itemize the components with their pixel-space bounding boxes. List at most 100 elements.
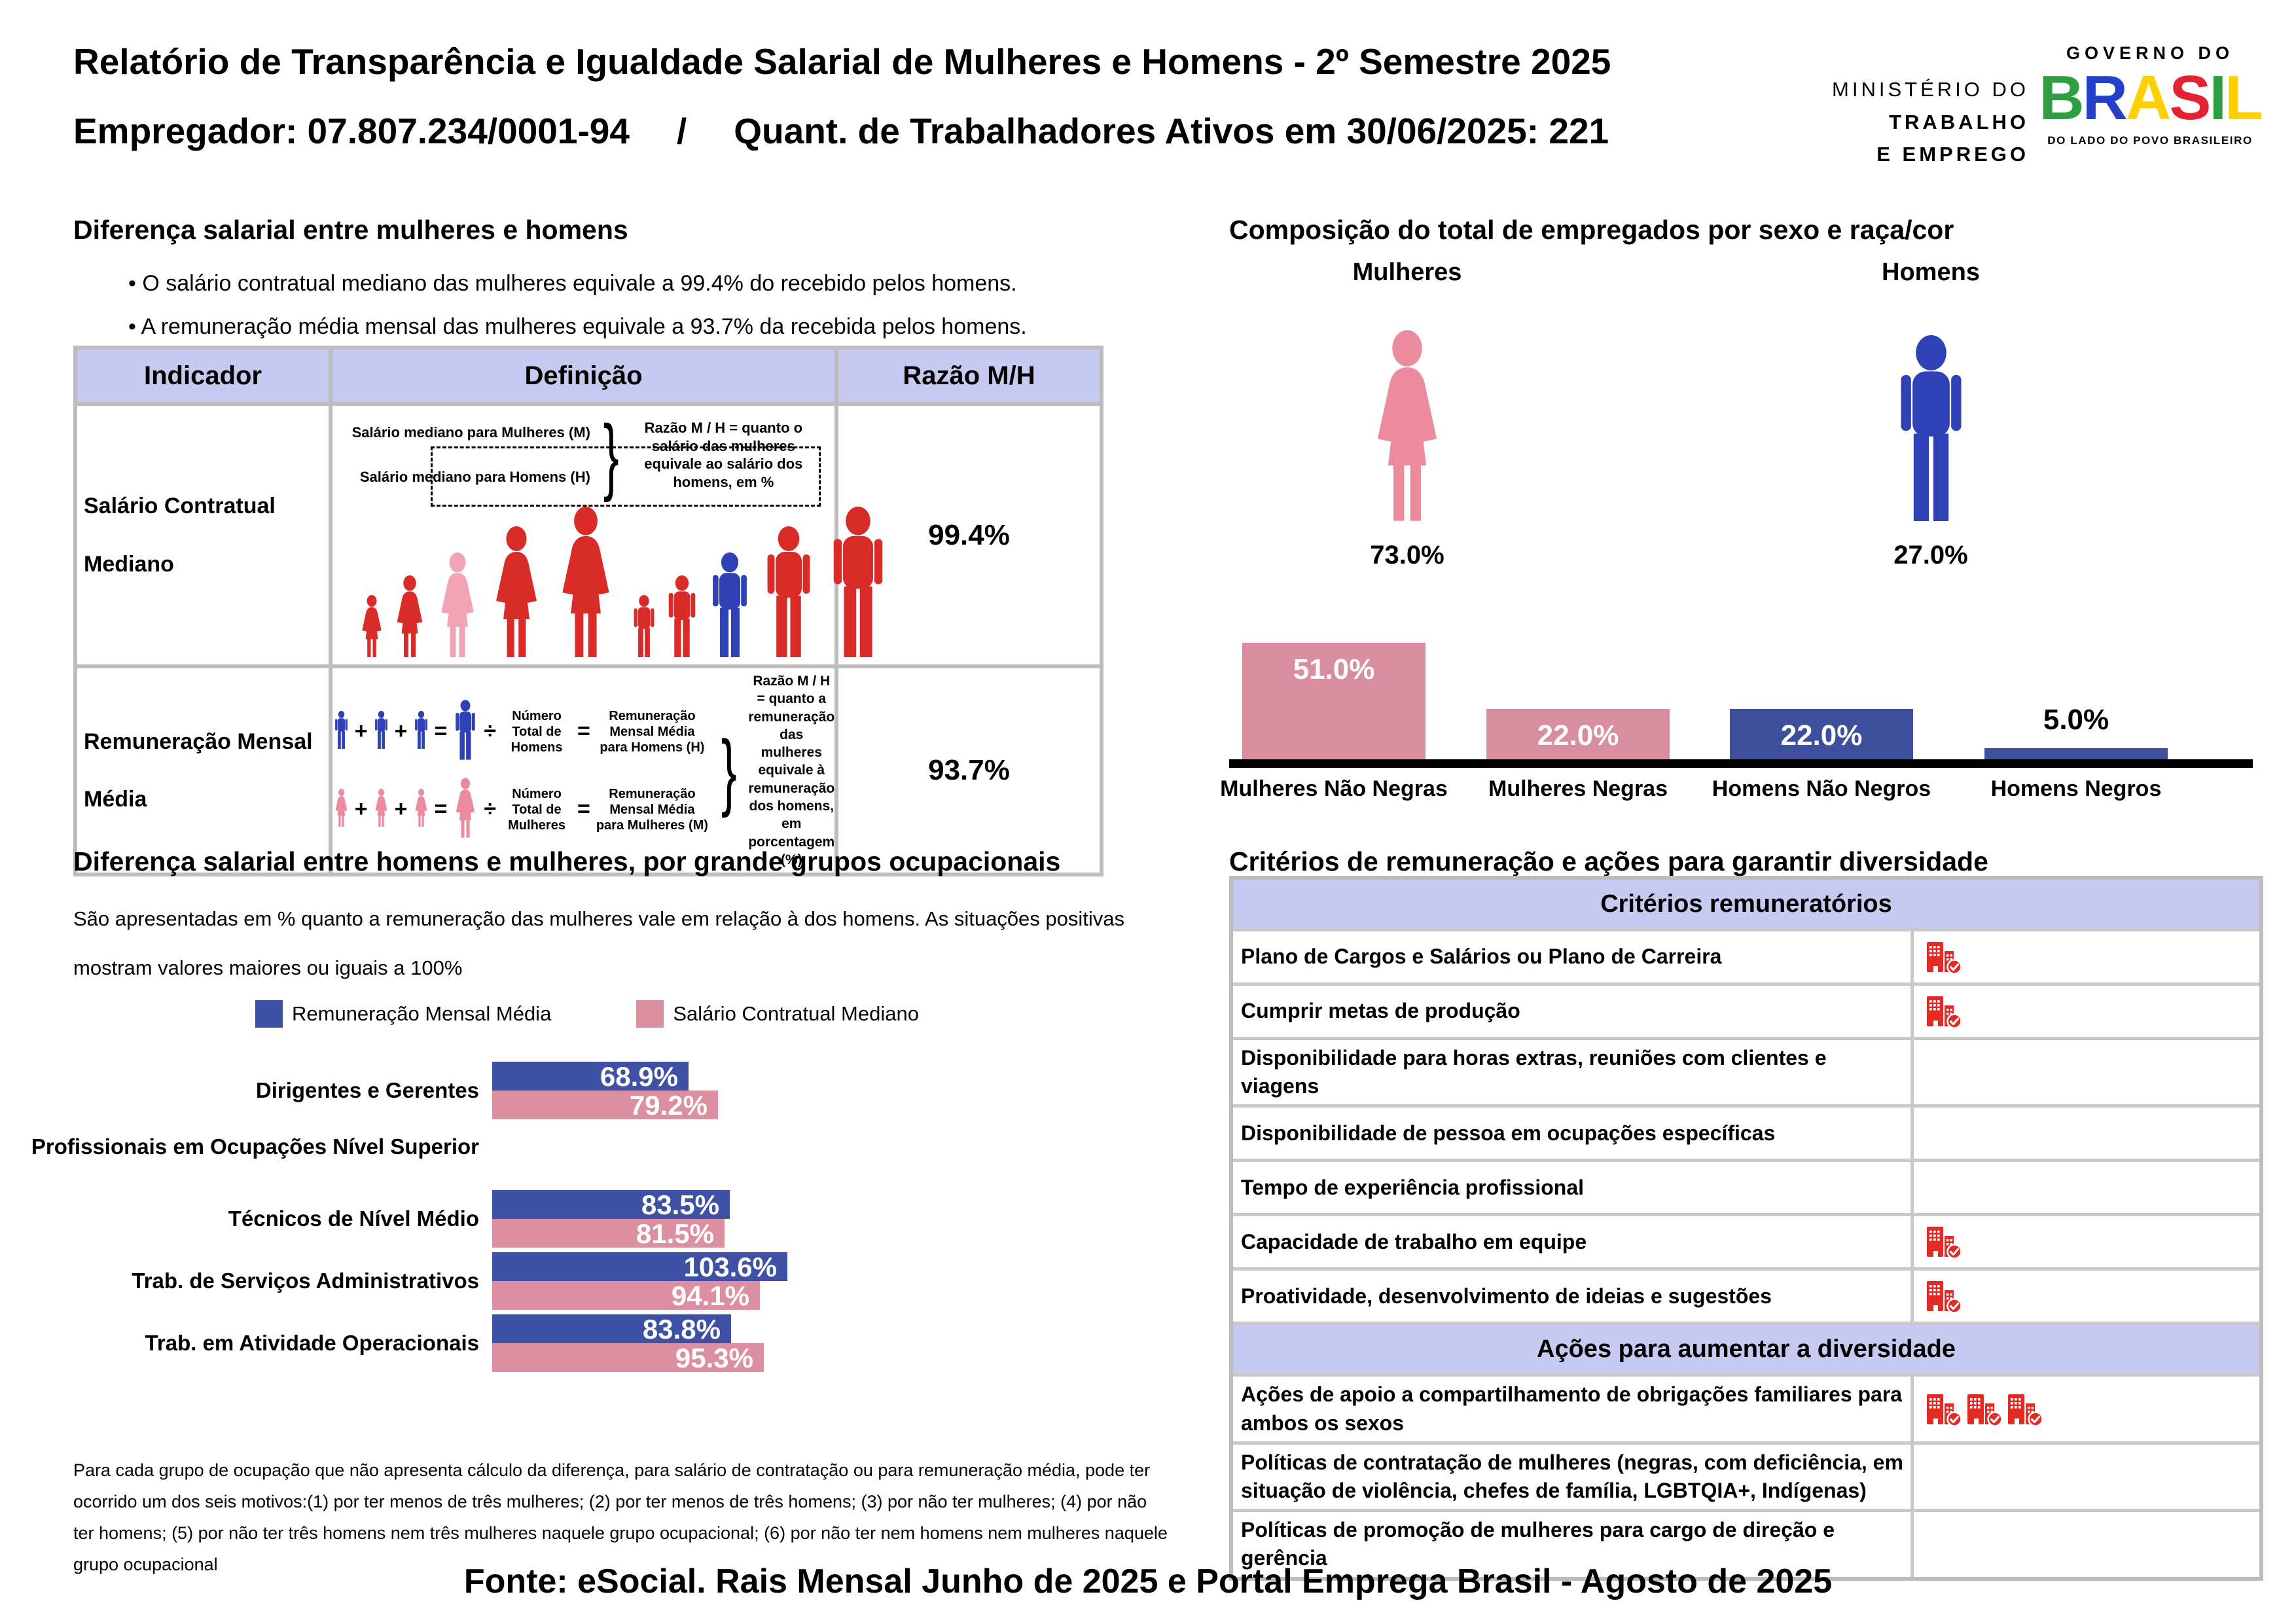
employer-id: Empregador: 07.807.234/0001-94: [73, 111, 630, 151]
subtitle-line: mostram valores maiores ou iguais a 100%: [73, 956, 463, 979]
formula-line: + + = ÷ Número Total de Mulheres = Remuneração…: [332, 778, 709, 841]
subtitle-line: São apresentadas em % quanto a remuneraç…: [73, 907, 1125, 930]
bar-value-label: 81.5%: [636, 1218, 714, 1249]
brasil-letter: R: [2082, 63, 2128, 133]
bar: 51.0%: [1242, 643, 1426, 759]
bar-category-label: Trab. em Atividade Operacionais: [145, 1331, 479, 1355]
brasil-letter: S: [2169, 63, 2211, 133]
footnote-line: ter homens; (5) por não ter três homens …: [73, 1523, 1168, 1543]
criteria-check-cell: [1914, 1040, 2259, 1104]
brasil-letter: A: [2125, 63, 2171, 133]
median-men-label: Salário mediano para Homens (H): [359, 469, 590, 485]
pictogram-label: Mulheres: [1352, 259, 1462, 286]
female-figure-icon: [335, 789, 348, 827]
person-figure: [823, 507, 893, 660]
result-label: Remuneração Mensal Média para Mulheres (…: [596, 786, 708, 833]
criteria-check-cell: [1914, 1271, 2259, 1322]
bar-value-label: 79.2%: [629, 1090, 708, 1121]
female-figure-icon: [1377, 330, 1437, 521]
female-figure-icon: [362, 595, 382, 657]
bar: 22.0%: [1730, 709, 1913, 759]
bar-value-label: 51.0%: [1293, 653, 1375, 685]
criteria-group-header: Ações para aumentar a diversidade: [1233, 1325, 2259, 1377]
ministry-line: TRABALHO: [1889, 110, 2029, 134]
male-figure-icon: [374, 711, 387, 749]
formula-rows: + + = ÷ Número Total de Homens = Remuneração M…: [332, 700, 709, 841]
equals-sign: =: [577, 797, 590, 822]
male-figure-icon: [634, 595, 655, 657]
criteria-label: Políticas de contratação de mulheres (ne…: [1233, 1444, 1914, 1509]
count-label: Número Total de Homens: [511, 708, 563, 755]
person-figure: [372, 711, 390, 752]
criteria-row: Cumprir metas de produção: [1233, 986, 2259, 1040]
chart-legend: Remuneração Mensal Média Salário Contratu…: [73, 1000, 1101, 1028]
pictogram-value: 73.0%: [1370, 541, 1444, 569]
criteria-row: Disponibilidade de pessoa em ocupações e…: [1233, 1108, 2259, 1163]
bar-value-label: 22.0%: [1780, 719, 1863, 751]
pictogram-figure: [1800, 305, 2062, 521]
column-header-definicao: Definição: [329, 346, 838, 406]
legend-item: Remuneração Mensal Média: [255, 1000, 551, 1028]
page-subtitle: Empregador: 07.807.234/0001-94 / Quant. …: [73, 110, 1609, 152]
building-check-icon: [1926, 1392, 1964, 1427]
male-figure-icon: [334, 711, 348, 749]
criteria-label: Políticas de promoção de mulheres para c…: [1233, 1512, 1914, 1577]
table-header-row: Indicador Definição Razão M/H: [73, 346, 1103, 406]
female-figure-icon: [397, 575, 423, 657]
plus-sign: +: [394, 719, 408, 744]
building-check-icon: [1926, 994, 1964, 1029]
bar: [1984, 748, 2168, 759]
bar-value-label: 83.5%: [641, 1189, 719, 1220]
person-figure: [412, 711, 430, 752]
female-figure-icon: [562, 507, 609, 657]
person-figure: [357, 595, 386, 660]
ratio-explanation: Razão M / H = quanto o salário das mulhe…: [644, 420, 803, 490]
person-figure: [551, 507, 620, 660]
salary-gap-section-title: Diferença salarial entre mulheres e home…: [73, 215, 628, 245]
divide-sign: ÷: [484, 719, 497, 744]
male-figure-icon: [1900, 335, 1962, 521]
pictogram-value: 27.0%: [1893, 541, 1968, 569]
legend-swatch: [636, 1000, 664, 1028]
plus-sign: +: [354, 719, 368, 744]
criteria-check-cell: [1914, 1162, 2259, 1213]
bar-category-label: Mulheres Negras: [1488, 776, 1668, 801]
column-header-razao: Razão M/H: [834, 346, 1103, 406]
bar-category-label: Homens Negros: [1990, 776, 2162, 801]
person-figure: [433, 552, 482, 660]
criteria-row: Disponibilidade para horas extras, reuni…: [1233, 1040, 2259, 1108]
bar: 94.1%: [492, 1281, 760, 1311]
building-check-icon: [1926, 1224, 1964, 1260]
male-figure-icon: [833, 507, 883, 657]
person-figure: [706, 552, 754, 660]
bullet-item: • A remuneração média mensal das mulhere…: [128, 314, 1027, 339]
occupational-subtitle: São apresentadas em % quanto a remuneraç…: [73, 894, 1124, 992]
bar-category-label: Homens Não Negros: [1712, 776, 1931, 801]
person-figure: [486, 526, 547, 660]
criteria-row: Políticas de contratação de mulheres (ne…: [1233, 1444, 2259, 1513]
footnote-line: ocorrido um dos seis motivos:(1) por ter…: [73, 1492, 1147, 1511]
criteria-label: Plano de Cargos e Salários ou Plano de C…: [1233, 931, 1914, 983]
criteria-check-cell: [1914, 931, 2259, 983]
criteria-label: Capacidade de trabalho em equipe: [1233, 1216, 1914, 1268]
criteria-check-cell: [1914, 1108, 2259, 1159]
bar-value-label: 68.9%: [600, 1061, 678, 1092]
bar-value-label: 5.0%: [2043, 704, 2109, 736]
definition-diagram-mean-remuneration: + + = ÷ Número Total de Homens = Remuneração M…: [329, 664, 838, 877]
bar: 83.8%: [492, 1314, 731, 1344]
criteria-row: Políticas de promoção de mulheres para c…: [1233, 1512, 2259, 1577]
bar: 79.2%: [492, 1090, 718, 1121]
criteria-check-cell: [1914, 986, 2259, 1037]
gov-logo-tagline: DO LADO DO POVO BRASILEIRO: [2047, 134, 2253, 147]
person-figure: [391, 575, 429, 660]
source-footer: Fonte: eSocial. Rais Mensal Junho de 202…: [463, 1562, 1833, 1600]
bar-value-label: 103.6%: [683, 1252, 777, 1282]
building-check-icon: [2007, 1392, 2045, 1427]
bar: 95.3%: [492, 1343, 764, 1373]
brasil-letter: I: [2209, 63, 2227, 133]
salary-gap-bullets: • O salário contratual mediano das mulhe…: [128, 262, 1027, 348]
bar-category-label: Mulheres Não Negras: [1220, 776, 1448, 801]
person-figure: [759, 526, 819, 660]
governo-do-brasil-logo: GOVERNO DO BRASIL DO LADO DO POVO BRASIL…: [2032, 43, 2268, 147]
